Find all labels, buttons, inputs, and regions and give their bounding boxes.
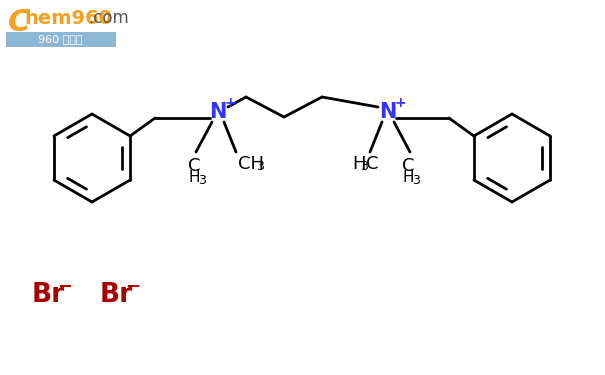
Text: 3: 3 xyxy=(198,174,206,187)
Text: −: − xyxy=(125,278,140,296)
Text: H: H xyxy=(352,155,365,173)
Text: H: H xyxy=(188,170,200,185)
Text: CH: CH xyxy=(238,155,264,173)
Text: 3: 3 xyxy=(412,174,420,187)
Text: Br: Br xyxy=(32,282,65,308)
Text: −: − xyxy=(57,278,72,296)
Text: C: C xyxy=(402,157,414,175)
Text: C: C xyxy=(366,155,379,173)
Text: +: + xyxy=(394,96,406,110)
Text: C: C xyxy=(188,157,200,175)
Text: 960 化工网: 960 化工网 xyxy=(38,34,82,44)
Text: hem960: hem960 xyxy=(24,9,112,28)
Text: +: + xyxy=(224,96,236,110)
Text: C: C xyxy=(8,8,30,37)
Text: .com: .com xyxy=(88,9,129,27)
FancyBboxPatch shape xyxy=(6,32,116,47)
Text: 3: 3 xyxy=(256,160,264,173)
Text: N: N xyxy=(209,102,227,122)
Text: 3: 3 xyxy=(360,160,368,173)
Text: H: H xyxy=(402,170,414,185)
Text: Br: Br xyxy=(100,282,133,308)
Text: N: N xyxy=(379,102,397,122)
